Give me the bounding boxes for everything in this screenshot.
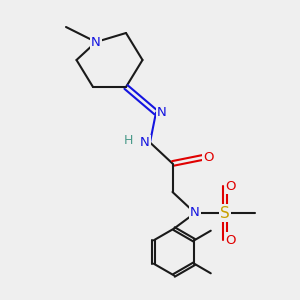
Text: S: S bbox=[220, 206, 230, 220]
Text: N: N bbox=[190, 206, 200, 220]
Text: H: H bbox=[124, 134, 133, 148]
Text: N: N bbox=[157, 106, 167, 119]
Text: N: N bbox=[140, 136, 149, 149]
Text: O: O bbox=[203, 151, 214, 164]
Text: O: O bbox=[226, 233, 236, 247]
Text: O: O bbox=[226, 179, 236, 193]
Text: N: N bbox=[91, 35, 101, 49]
